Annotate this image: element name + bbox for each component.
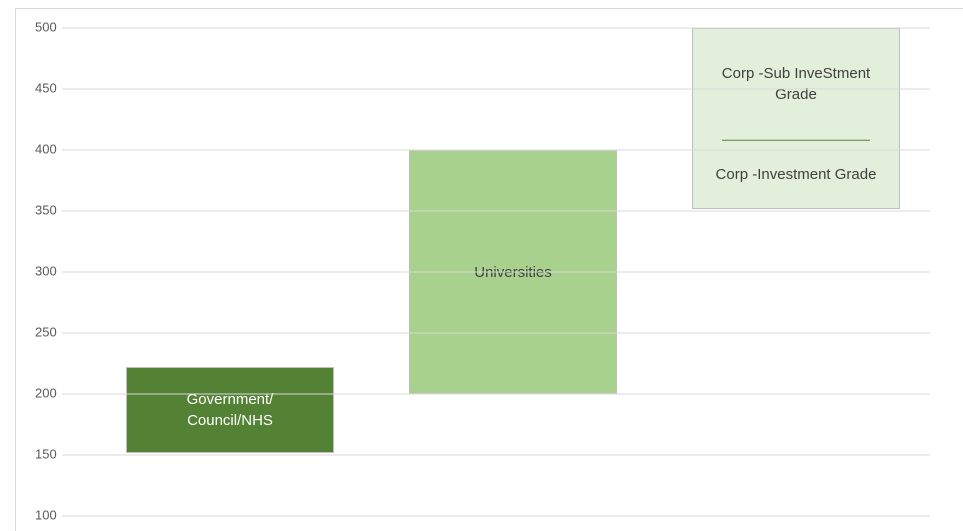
y-tick-label: 350 bbox=[35, 202, 57, 217]
y-tick-label: 100 bbox=[35, 507, 57, 522]
y-tick-label: 250 bbox=[35, 324, 57, 339]
y-tick-label: 150 bbox=[35, 446, 57, 461]
bar-segment: Corp -Sub InveStment Grade bbox=[692, 28, 900, 141]
y-tick-label: 200 bbox=[35, 385, 57, 400]
y-tick-label: 450 bbox=[35, 80, 57, 95]
bar: Government/ Council/NHS bbox=[126, 367, 334, 453]
bar: Universities bbox=[409, 150, 617, 394]
bar-segment: Corp -Investment Grade bbox=[692, 140, 900, 209]
y-tick-label: 500 bbox=[35, 19, 57, 34]
y-tick-label: 400 bbox=[35, 141, 57, 156]
y-tick-label: 300 bbox=[35, 263, 57, 278]
